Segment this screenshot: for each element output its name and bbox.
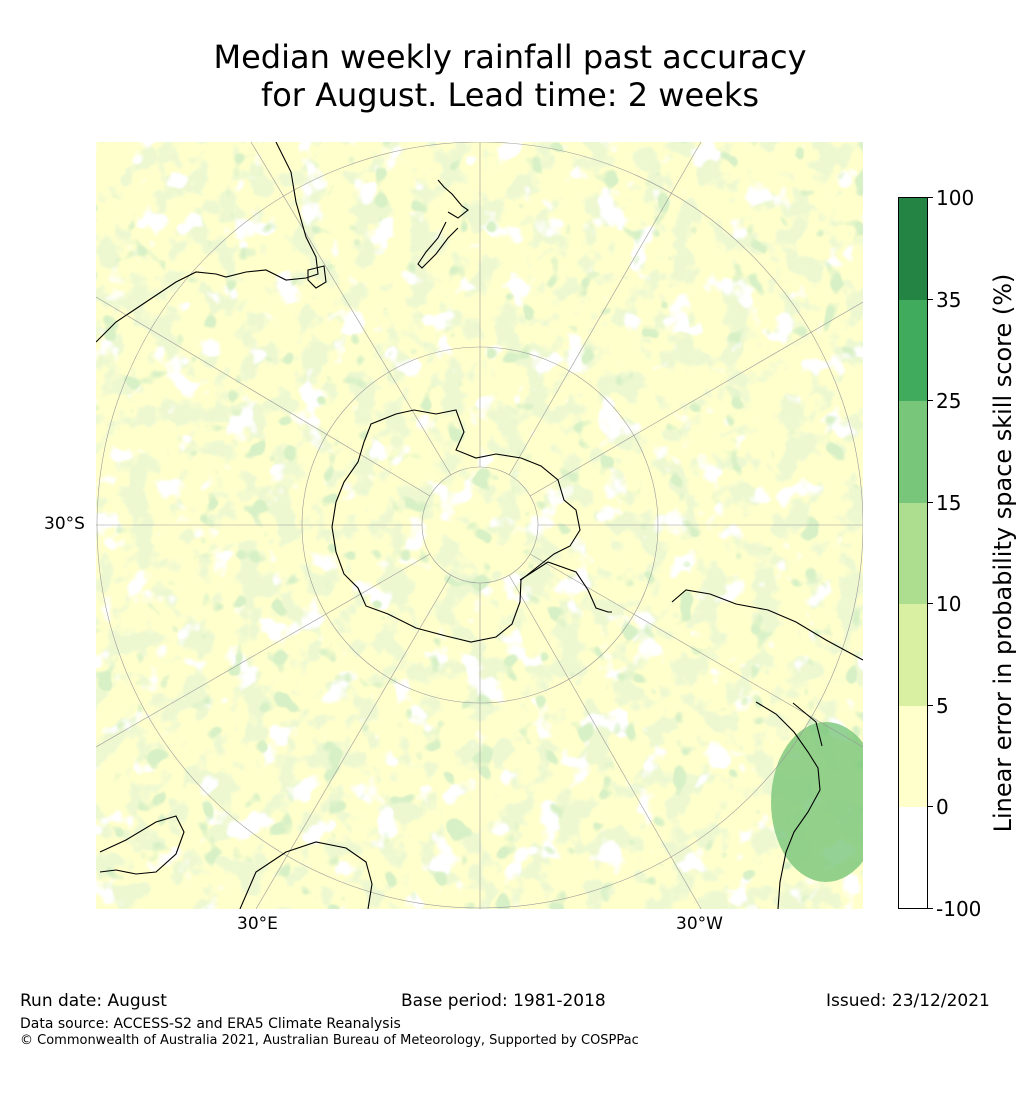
antarctic-peninsula (519, 561, 612, 613)
lat-label-30s: 30°S (44, 514, 85, 534)
polar-map-svg (96, 142, 863, 909)
colorbar-tick: -100 (936, 897, 982, 921)
coastlines (96, 142, 863, 909)
graticule (96, 142, 863, 909)
australia-coast (96, 142, 319, 343)
new-zealand-north (437, 179, 469, 219)
south-america-south-coast (239, 841, 373, 909)
colorbar-tick: 35 (936, 288, 962, 312)
africa-east-coast (792, 702, 823, 747)
copyright: © Commonwealth of Australia 2021, Austra… (20, 1033, 639, 1048)
title-line-2: for August. Lead time: 2 weeks (260, 76, 760, 114)
south-america-north-coast (99, 815, 185, 875)
colorbar-tick: 15 (936, 491, 962, 515)
colorbar-segment-10-15 (899, 503, 927, 604)
polar-map (96, 142, 863, 909)
run-date: Run date: August (20, 991, 167, 1011)
colorbar-segment-neg100-0 (899, 807, 927, 908)
tasmania-coast (307, 265, 327, 289)
colorbar-segment-15-25 (899, 401, 927, 503)
map-title: Median weekly rainfall past accuracy for… (0, 38, 1020, 114)
title-line-1: Median weekly rainfall past accuracy (213, 38, 807, 76)
colorbar-label: Linear error in probability space skill … (989, 273, 1017, 833)
lon-label-30e: 30°E (237, 914, 278, 934)
issued-date: Issued: 23/12/2021 (826, 991, 990, 1011)
colorbar-tickmark (928, 197, 933, 198)
colorbar-tick: 10 (936, 592, 962, 616)
colorbar-tickmark (928, 299, 933, 300)
colorbar-segment-35-100 (899, 198, 927, 300)
lon-label-30w: 30°W (676, 914, 723, 934)
base-period: Base period: 1981-2018 (401, 991, 606, 1011)
skill-patch-green (771, 722, 863, 882)
colorbar-tickmark (928, 806, 933, 807)
colorbar-tick: 0 (936, 795, 949, 819)
colorbar-segment-25-35 (899, 300, 927, 401)
data-source: Data source: ACCESS-S2 and ERA5 Climate … (20, 1016, 401, 1032)
colorbar (898, 197, 928, 909)
south-america-tip (671, 589, 863, 661)
africa-west-coast (755, 701, 821, 909)
colorbar-tickmark (928, 705, 933, 706)
colorbar-tick: 5 (936, 694, 949, 718)
colorbar-tickmark (928, 502, 933, 503)
colorbar-segment-0-5 (899, 706, 927, 807)
skill-field-medium-green (96, 142, 863, 909)
colorbar-segment-5-10 (899, 604, 927, 706)
colorbar-tick: 25 (936, 389, 962, 413)
colorbar-tickmark (928, 908, 933, 909)
colorbar-tickmark (928, 400, 933, 401)
colorbar-tickmark (928, 603, 933, 604)
new-zealand-south (417, 221, 459, 269)
colorbar-tick: 100 (936, 186, 975, 210)
